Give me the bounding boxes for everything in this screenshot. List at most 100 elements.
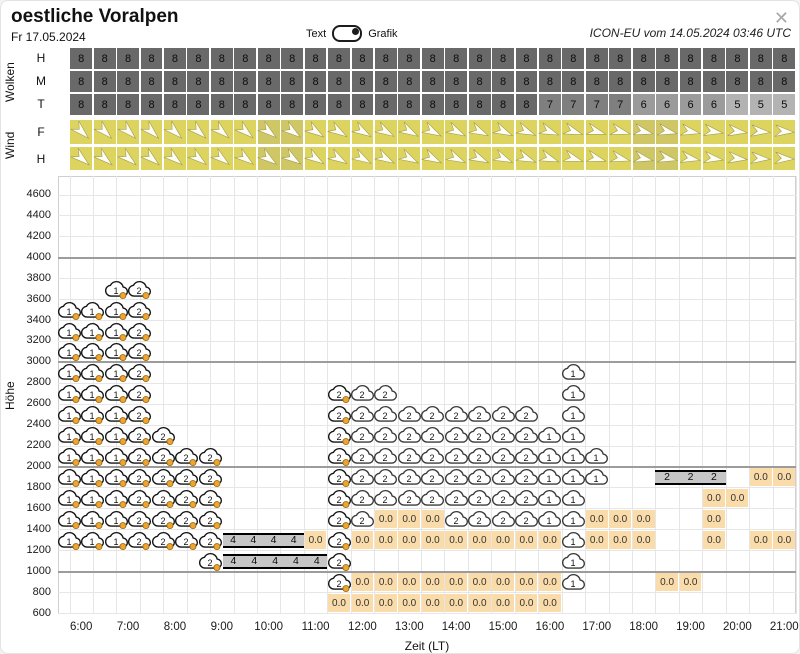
- svg-text:2: 2: [383, 453, 388, 463]
- cloud-icon: 1: [104, 510, 128, 529]
- wind-arrow-icon: [140, 147, 160, 166]
- x-tick-label: 13:00: [394, 621, 424, 633]
- cloud-icon-cell: 2: [444, 510, 468, 529]
- cloud-icon: 2: [128, 510, 152, 529]
- cloud-icon: 2: [374, 385, 398, 402]
- wind-arrow-icon: [93, 147, 113, 166]
- cloud-icon-cell: 2: [198, 531, 222, 550]
- wind-arrow-cell: [351, 120, 374, 144]
- svg-text:1: 1: [90, 390, 95, 400]
- bar-value: 4: [250, 534, 257, 547]
- cloud-cover-cell: 8: [351, 94, 374, 115]
- wind-arrow-cell: [445, 120, 468, 144]
- thermal-value-cell: 0.0: [749, 468, 772, 487]
- thermal-value-cell: 0.0: [609, 531, 632, 550]
- cloud-icon-cell: 1: [561, 531, 585, 550]
- cloud-icon: 1: [81, 468, 105, 488]
- wind-arrow-icon: [539, 149, 561, 162]
- svg-text:2: 2: [137, 495, 142, 505]
- wind-section-label: Wind: [3, 131, 17, 159]
- cloud-cover-cell: 6: [632, 94, 655, 115]
- svg-text:1: 1: [113, 474, 118, 484]
- sun-dot-icon: [95, 312, 103, 320]
- gridline: [58, 403, 796, 405]
- cloud-icon-cell: 2: [151, 531, 175, 550]
- cloud-icon-cell: 2: [397, 426, 421, 445]
- cloud-cover-cell: 8: [304, 48, 327, 69]
- toggle-label-text[interactable]: Text: [306, 27, 327, 40]
- cloud-icon-cell: 1: [104, 489, 128, 508]
- cloud-cover-cell: 8: [210, 94, 233, 115]
- cloud-icon-cell: 2: [327, 531, 351, 550]
- cloud-cover-cell: 8: [773, 71, 796, 92]
- cloud-icon-cell: 2: [151, 489, 175, 508]
- cloud-icon-cell: 1: [561, 426, 585, 445]
- svg-text:2: 2: [359, 516, 364, 526]
- cloud-icon-cell: 1: [538, 426, 562, 445]
- sun-dot-icon: [119, 333, 127, 341]
- cloud-cover-cell: 8: [304, 71, 327, 92]
- close-icon[interactable]: ✕: [773, 8, 789, 28]
- cloud-icon: 2: [198, 531, 222, 550]
- svg-text:1: 1: [90, 516, 95, 526]
- cloud-icon: 1: [81, 385, 105, 404]
- cloud-icon: 1: [81, 322, 105, 341]
- thermal-value-cell: 0.0: [351, 531, 374, 550]
- cloud-icon: 2: [514, 427, 539, 443]
- cloud-icon: 1: [81, 343, 105, 362]
- thermal-value-cell: 0.0: [421, 573, 444, 592]
- sun-dot-icon: [341, 563, 349, 571]
- thermal-value-cell: 0.0: [539, 573, 561, 592]
- gridline: [514, 176, 516, 614]
- toggle-switch[interactable]: [332, 25, 363, 42]
- svg-text:1: 1: [570, 411, 575, 421]
- cloud-icon-cell: 2: [327, 405, 351, 425]
- svg-text:2: 2: [184, 537, 189, 547]
- cloud-icon: 2: [444, 427, 468, 443]
- cloud-icon: 1: [538, 510, 562, 527]
- view-toggle[interactable]: Text Grafik: [306, 25, 398, 42]
- cloud-cover-cell: 8: [234, 94, 257, 115]
- svg-text:1: 1: [90, 328, 95, 338]
- cloud-cover-cell: 5: [749, 94, 772, 115]
- gridline: [280, 176, 282, 614]
- gridline: [58, 278, 796, 280]
- gridline: [538, 176, 540, 614]
- svg-text:2: 2: [207, 516, 212, 526]
- wind-arrow-cell: [140, 146, 163, 170]
- cloud-icon: 1: [57, 322, 82, 341]
- thermal-value-cell: 0.0: [468, 594, 491, 613]
- svg-text:1: 1: [547, 432, 552, 442]
- svg-text:2: 2: [430, 453, 435, 463]
- svg-text:2: 2: [336, 390, 341, 400]
- cloud-icon-cell: 2: [514, 426, 539, 445]
- wind-arrow-cell: [515, 120, 538, 144]
- gridline: [58, 320, 796, 322]
- bar-value: 4: [251, 555, 258, 568]
- toggle-label-grafik[interactable]: Grafik: [368, 27, 398, 40]
- cloud-icon-cell: 1: [104, 301, 128, 320]
- svg-text:2: 2: [137, 474, 142, 484]
- cloud-icon-cell: 1: [104, 280, 128, 299]
- y-tick-label: 4200: [26, 229, 51, 242]
- thermal-value-cell: 0.0: [351, 573, 374, 592]
- wind-row-label: F: [37, 125, 45, 139]
- gridline: [397, 176, 399, 614]
- cloud-icon-cell: 1: [585, 468, 609, 487]
- cloud-icon: 2: [444, 468, 468, 485]
- svg-text:2: 2: [383, 411, 388, 421]
- sun-dot-icon: [119, 521, 127, 529]
- cloud-icon: 2: [128, 468, 152, 488]
- cloud-cover-cell: 5: [726, 94, 749, 115]
- sun-dot-icon: [213, 521, 221, 529]
- cloud-cover-cell: 8: [703, 71, 725, 92]
- svg-text:2: 2: [453, 453, 458, 463]
- cloud-icon-cell: 1: [57, 426, 82, 446]
- cloud-icon-cell: 1: [81, 363, 105, 383]
- cloud-icon-cell: 2: [198, 510, 222, 529]
- cloud-cover-cell: 8: [421, 94, 444, 115]
- x-tick-label: 15:00: [488, 621, 518, 633]
- cloud-cover-cell: 8: [70, 94, 93, 115]
- gridline: [58, 570, 796, 573]
